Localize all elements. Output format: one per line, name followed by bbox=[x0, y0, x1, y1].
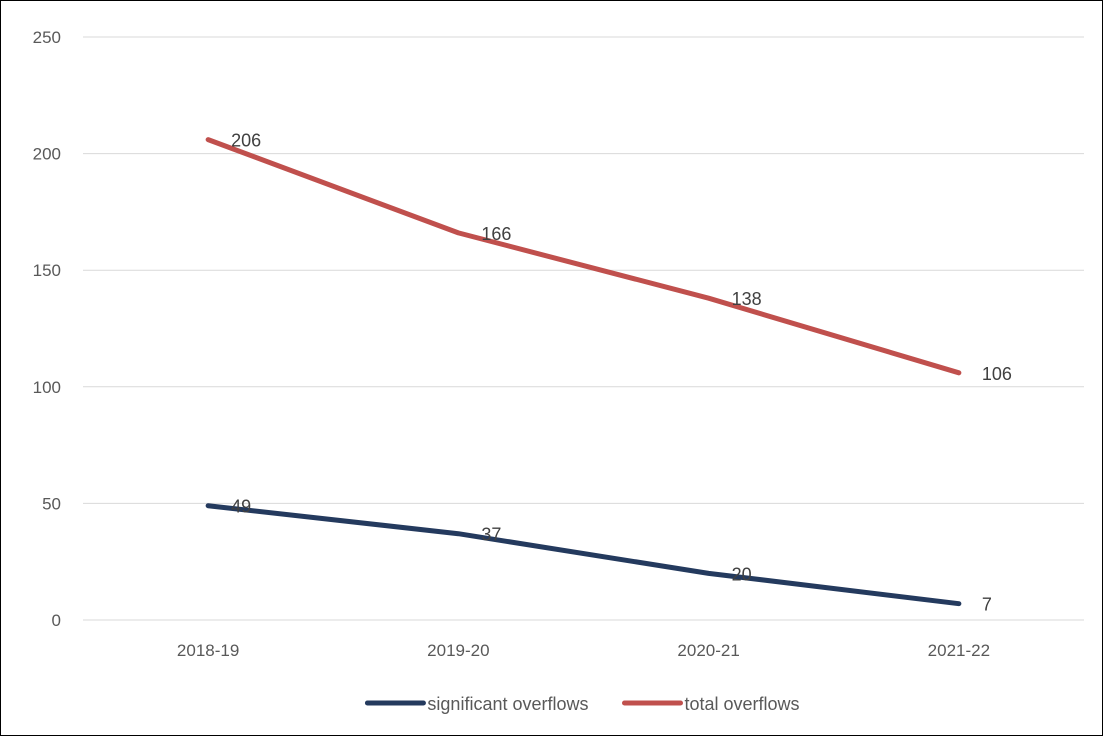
gridlines bbox=[83, 36, 1084, 621]
data-label: 49 bbox=[231, 497, 251, 517]
y-tick-label: 0 bbox=[52, 611, 61, 630]
legend-label: total overflows bbox=[685, 694, 800, 714]
legend: significant overflows total overflows bbox=[364, 694, 800, 714]
y-tick-label: 50 bbox=[42, 494, 61, 513]
x-tick-label: 2018-19 bbox=[177, 641, 239, 660]
y-tick-label: 100 bbox=[33, 378, 61, 397]
series-line-1 bbox=[205, 137, 962, 376]
y-axis: 0 50 100 150 200 250 bbox=[33, 28, 61, 630]
y-tick-label: 200 bbox=[33, 145, 61, 164]
data-label: 20 bbox=[732, 564, 752, 584]
series-lines bbox=[205, 137, 962, 607]
data-labels: 49 37 20 7 206 166 138 106 bbox=[231, 131, 1012, 615]
legend-item-0: significant overflows bbox=[364, 694, 589, 714]
data-label: 106 bbox=[982, 364, 1012, 384]
data-label: 7 bbox=[982, 595, 992, 615]
legend-item-1: total overflows bbox=[622, 694, 800, 714]
data-label: 37 bbox=[481, 525, 501, 545]
data-label: 138 bbox=[732, 289, 762, 309]
x-tick-label: 2020-21 bbox=[677, 641, 739, 660]
x-tick-label: 2019-20 bbox=[427, 641, 489, 660]
y-tick-label: 150 bbox=[33, 261, 61, 280]
data-label: 206 bbox=[231, 131, 261, 151]
y-tick-label: 250 bbox=[33, 28, 61, 47]
x-axis: 2018-19 2019-20 2020-21 2021-22 bbox=[177, 641, 990, 660]
series-line-0 bbox=[205, 503, 962, 607]
data-label: 166 bbox=[481, 224, 511, 244]
x-tick-label: 2021-22 bbox=[928, 641, 990, 660]
legend-label: significant overflows bbox=[427, 694, 588, 714]
